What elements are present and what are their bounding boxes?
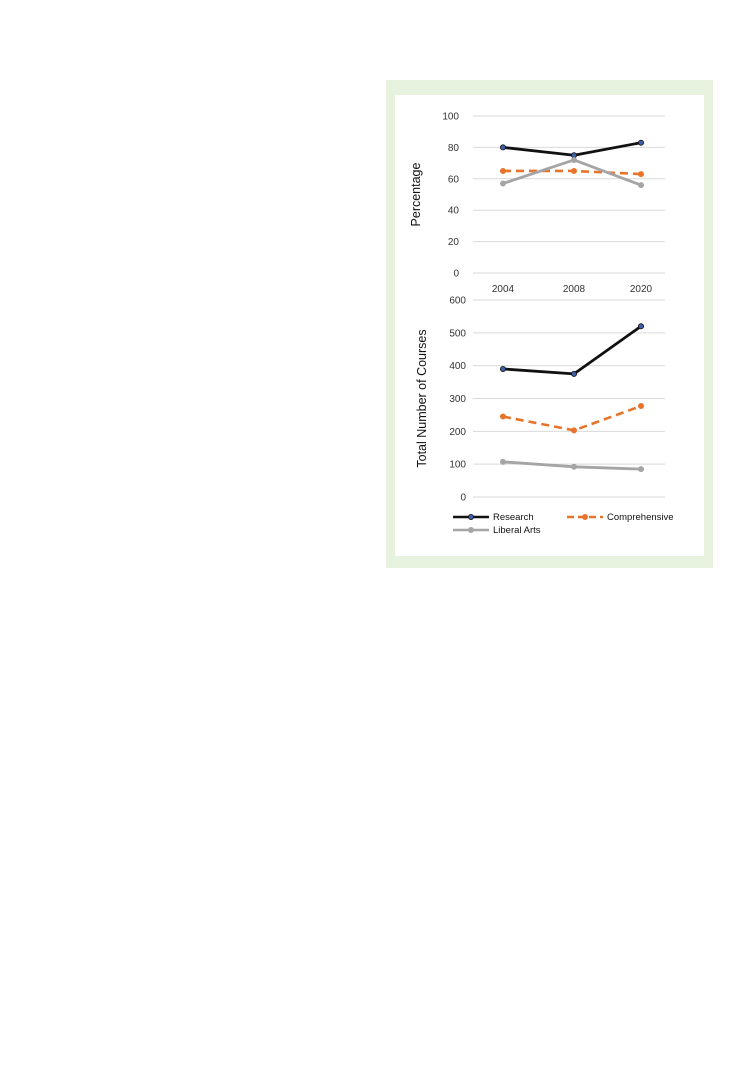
y-tick-label: 20 <box>448 237 460 248</box>
series-line-comprehensive <box>502 404 642 432</box>
figure-panel: 0 20 40 60 80 100 Percentage 2004 2008 2020 0 100 20… <box>386 80 713 568</box>
data-point-liberal-arts <box>500 458 507 465</box>
chart-1: 0 20 40 60 80 100 Percentage 2004 2008 2020 <box>409 112 665 295</box>
data-point-comprehensive <box>500 413 507 420</box>
y-tick-label: 200 <box>449 427 466 438</box>
y-tick-label: 0 <box>453 269 459 280</box>
data-point-research <box>637 139 644 146</box>
legend: Research Comprehensive Liberal Arts <box>453 512 674 536</box>
charts-svg: 0 20 40 60 80 100 Percentage 2004 2008 2020 0 100 20… <box>409 112 674 537</box>
y-tick-label: 400 <box>449 361 466 372</box>
legend-label-research: Research <box>493 512 534 523</box>
legend-label-comprehensive: Comprehensive <box>607 512 674 523</box>
x-tick-label: 2008 <box>563 284 586 295</box>
data-point-liberal-arts <box>637 182 644 189</box>
y-axis-title: Total Number of Courses <box>415 329 429 467</box>
chart-2: 0 100 200 300 400 500 600 Total Number of Cours… <box>415 296 674 537</box>
y-tick-label: 0 <box>460 493 466 504</box>
data-point-comprehensive <box>570 427 577 434</box>
y-tick-label: 600 <box>449 296 466 307</box>
y-tick-label: 60 <box>448 174 460 185</box>
data-point-comprehensive <box>637 171 644 178</box>
y-tick-label: 100 <box>449 460 466 471</box>
data-point-comprehensive <box>637 403 644 410</box>
data-point-research <box>570 370 577 377</box>
legend-marker-research <box>468 513 475 520</box>
y-tick-label: 100 <box>442 112 459 123</box>
series-line-research <box>502 325 642 376</box>
data-point-liberal-arts <box>570 156 577 163</box>
data-point-comprehensive <box>570 167 577 174</box>
legend-marker-liberal-arts <box>468 526 475 533</box>
y-axis-title: Percentage <box>409 162 423 226</box>
y-tick-label: 300 <box>449 394 466 405</box>
data-point-comprehensive <box>500 167 507 174</box>
x-tick-label: 2004 <box>492 284 515 295</box>
data-point-research <box>500 365 507 372</box>
y-tick-label: 80 <box>448 143 460 154</box>
data-point-research <box>500 144 507 151</box>
y-tick-label: 500 <box>449 328 466 339</box>
legend-marker-comprehensive <box>581 513 588 520</box>
x-tick-label: 2020 <box>630 284 653 295</box>
data-point-liberal-arts <box>637 466 644 473</box>
data-point-research <box>637 323 644 330</box>
y-tick-label: 40 <box>448 206 460 217</box>
data-point-liberal-arts <box>570 463 577 470</box>
figure-inner: 0 20 40 60 80 100 Percentage 2004 2008 2020 0 100 20… <box>395 95 704 556</box>
legend-label-liberal-arts: Liberal Arts <box>493 525 541 536</box>
data-point-liberal-arts <box>500 180 507 187</box>
